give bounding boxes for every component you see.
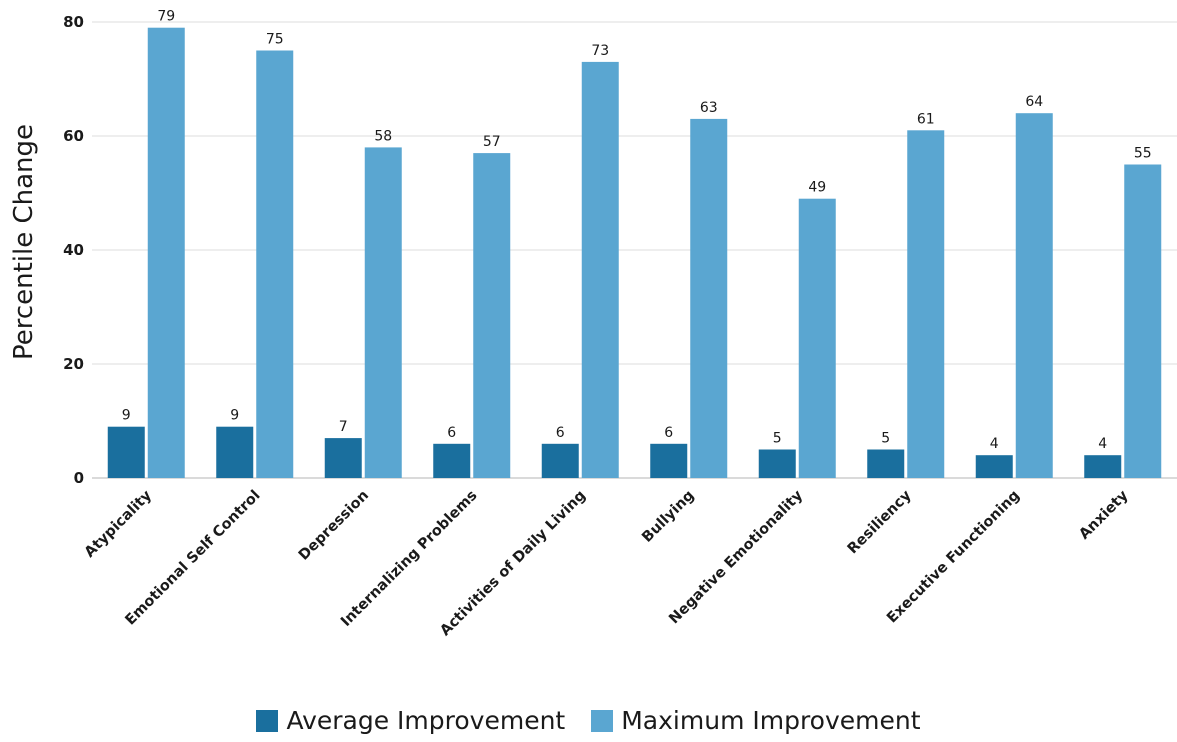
- data-label-maximum-0: 79: [157, 9, 175, 25]
- data-label-maximum-9: 55: [1134, 146, 1152, 162]
- y-axis-title: Percentile Change: [9, 124, 39, 360]
- data-label-maximum-5: 63: [700, 100, 718, 116]
- data-label-maximum-4: 73: [591, 43, 609, 59]
- data-label-average-5: 6: [664, 425, 673, 441]
- x-tick-label-0: Atypicality: [82, 487, 156, 561]
- bar-maximum-4: [581, 61, 619, 479]
- bar-average-1: [216, 426, 254, 478]
- y-tick-label-80: 80: [63, 13, 84, 31]
- bar-maximum-8: [1015, 113, 1053, 478]
- legend: Average Improvement Maximum Improvement: [0, 706, 1177, 735]
- legend-label-average: Average Improvement: [286, 706, 566, 735]
- y-axis: 0 20 40 60 80: [63, 13, 84, 487]
- data-label-average-8: 4: [990, 436, 999, 452]
- data-label-average-2: 7: [339, 419, 348, 435]
- bar-average-6: [758, 449, 796, 478]
- bar-maximum-9: [1124, 164, 1162, 478]
- bar-maximum-5: [690, 118, 728, 479]
- data-label-average-9: 4: [1098, 436, 1107, 452]
- bar-maximum-2: [364, 147, 402, 478]
- bar-average-9: [1084, 455, 1122, 478]
- data-label-average-7: 5: [881, 431, 890, 447]
- data-label-maximum-1: 75: [266, 32, 284, 48]
- legend-item-average: Average Improvement: [256, 706, 565, 735]
- legend-swatch-average: [256, 709, 279, 732]
- data-label-maximum-3: 57: [483, 134, 501, 150]
- bar-average-8: [975, 455, 1013, 478]
- legend-label-maximum: Maximum Improvement: [621, 706, 921, 735]
- bar-maximum-1: [256, 50, 294, 478]
- y-tick-label-60: 60: [63, 127, 84, 145]
- data-label-average-4: 6: [556, 425, 565, 441]
- data-labels: 9 79 9 75 7 58 6 57 6 73 6 63 5 49 5 61 4 64 4 55: [122, 9, 1152, 453]
- bar-maximum-7: [907, 130, 945, 479]
- x-tick-label-7: Resiliency: [845, 487, 915, 557]
- y-tick-label-20: 20: [63, 355, 84, 373]
- bar-average-7: [867, 449, 905, 478]
- bar-average-3: [433, 443, 471, 478]
- data-label-average-3: 6: [447, 425, 456, 441]
- y-tick-label-0: 0: [74, 469, 84, 487]
- data-label-average-0: 9: [122, 408, 131, 424]
- bar-average-0: [107, 426, 145, 478]
- x-tick-label-9: Anxiety: [1076, 487, 1132, 543]
- data-label-maximum-6: 49: [808, 180, 826, 196]
- data-label-maximum-2: 58: [374, 128, 392, 144]
- legend-swatch-maximum: [591, 709, 614, 732]
- data-label-maximum-7: 61: [917, 111, 935, 127]
- bar-average-5: [650, 443, 688, 478]
- data-label-average-6: 5: [773, 431, 782, 447]
- legend-item-maximum: Maximum Improvement: [591, 706, 921, 735]
- y-tick-label-40: 40: [63, 241, 84, 259]
- bar-maximum-3: [473, 153, 511, 478]
- x-tick-label-2: Depression: [296, 488, 372, 564]
- bar-average-2: [324, 438, 362, 478]
- data-label-maximum-8: 64: [1025, 94, 1043, 110]
- bar-maximum-0: [147, 27, 185, 478]
- data-label-average-1: 9: [230, 408, 239, 424]
- bar-maximum-6: [798, 198, 836, 478]
- gridlines: [92, 21, 1177, 479]
- bars: [107, 27, 1162, 479]
- x-tick-label-5: Bullying: [639, 488, 697, 546]
- bar-average-4: [541, 443, 579, 478]
